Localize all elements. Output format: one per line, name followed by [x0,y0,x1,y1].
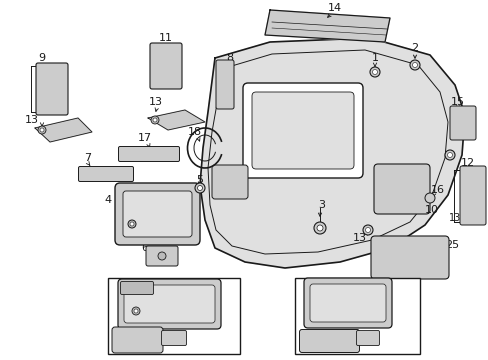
Polygon shape [200,38,464,268]
Text: 23: 23 [294,341,308,351]
Text: 13: 13 [448,213,460,223]
Text: 7: 7 [84,153,91,163]
Circle shape [365,228,370,233]
FancyBboxPatch shape [123,191,192,237]
FancyBboxPatch shape [112,327,163,353]
Text: 13: 13 [149,97,163,107]
Text: 22: 22 [394,295,408,305]
FancyBboxPatch shape [243,83,362,178]
Circle shape [424,193,434,203]
Circle shape [316,225,323,231]
Circle shape [313,222,325,234]
Text: 12: 12 [460,158,474,168]
FancyBboxPatch shape [150,43,182,89]
Text: 16: 16 [430,185,444,195]
FancyBboxPatch shape [124,285,215,323]
Circle shape [132,307,140,315]
FancyBboxPatch shape [212,165,247,199]
FancyBboxPatch shape [370,236,448,279]
Text: 8: 8 [226,53,233,63]
Text: 18: 18 [187,127,202,137]
FancyBboxPatch shape [356,330,379,346]
Circle shape [412,63,417,68]
Text: 17: 17 [138,133,152,143]
FancyBboxPatch shape [118,279,221,329]
Circle shape [362,225,372,235]
Text: 13: 13 [25,115,39,125]
Text: 2: 2 [410,43,418,53]
Text: 5: 5 [196,175,203,185]
Text: 10: 10 [424,205,438,215]
FancyBboxPatch shape [216,60,234,109]
Text: 25: 25 [444,240,458,250]
Circle shape [151,116,159,124]
Text: 15: 15 [450,97,464,107]
FancyBboxPatch shape [251,92,353,169]
Circle shape [372,69,377,75]
FancyBboxPatch shape [118,147,179,162]
Circle shape [369,67,379,77]
Circle shape [153,118,157,122]
Bar [294,278,419,354]
FancyBboxPatch shape [309,284,385,322]
Text: 9: 9 [39,53,45,63]
Text: 3: 3 [318,200,325,210]
FancyBboxPatch shape [459,166,485,225]
Text: 14: 14 [327,3,342,13]
FancyBboxPatch shape [373,164,429,214]
Circle shape [130,222,134,226]
Circle shape [134,309,138,313]
FancyBboxPatch shape [36,63,68,115]
Text: 19: 19 [107,305,121,315]
FancyBboxPatch shape [299,329,359,352]
FancyBboxPatch shape [146,246,178,266]
FancyBboxPatch shape [79,166,133,181]
Circle shape [40,128,44,132]
Circle shape [444,150,454,160]
Text: 6: 6 [141,243,148,253]
Circle shape [128,220,136,228]
Text: 4: 4 [104,195,111,205]
Circle shape [195,183,204,193]
Text: 1: 1 [371,53,378,63]
Circle shape [447,153,451,158]
Polygon shape [148,110,204,130]
Circle shape [158,252,165,260]
FancyBboxPatch shape [120,282,153,294]
FancyBboxPatch shape [115,183,200,245]
Polygon shape [264,10,389,42]
Text: 11: 11 [159,33,173,43]
Circle shape [38,126,46,134]
Circle shape [409,60,419,70]
Text: 20: 20 [113,341,127,351]
Polygon shape [35,118,92,142]
FancyBboxPatch shape [161,330,186,346]
Text: 21: 21 [171,323,184,333]
Circle shape [197,185,202,190]
Text: 13: 13 [352,233,366,243]
FancyBboxPatch shape [449,106,475,140]
Bar [108,278,240,354]
FancyBboxPatch shape [304,278,391,328]
Text: 24: 24 [362,323,376,333]
